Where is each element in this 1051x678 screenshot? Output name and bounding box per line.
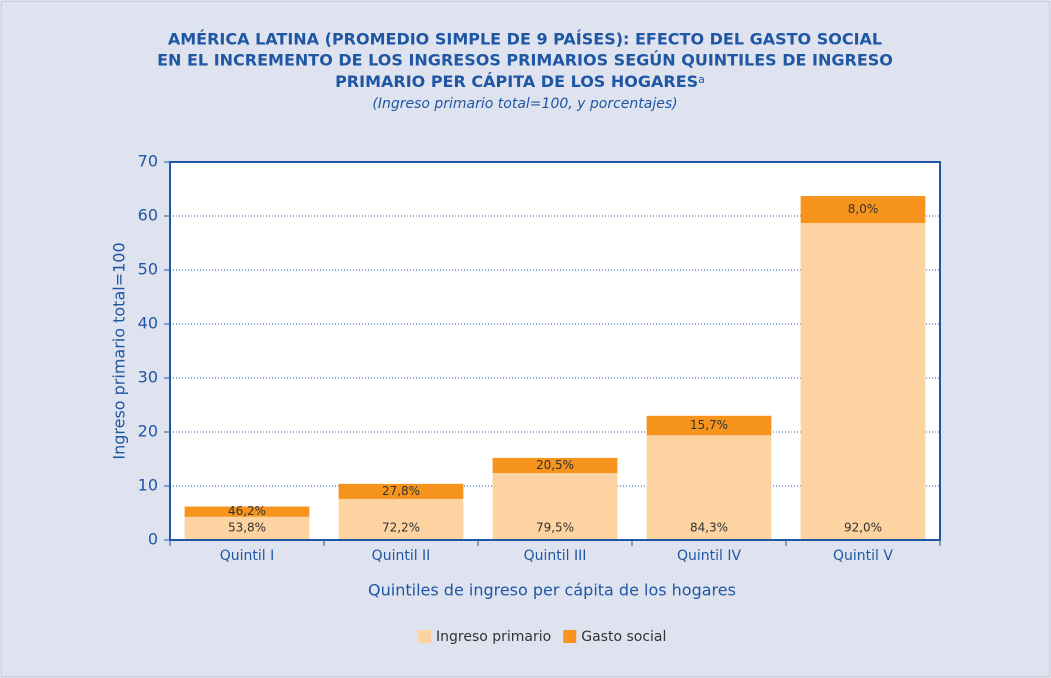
bar-segment bbox=[184, 506, 310, 517]
chart-title: AMÉRICA LATINA (PROMEDIO SIMPLE DE 9 PAÍ… bbox=[168, 30, 882, 49]
y-tick-label: 60 bbox=[138, 206, 158, 225]
y-tick-label: 30 bbox=[138, 368, 158, 387]
value-label: 20,5% bbox=[536, 458, 574, 472]
y-tick-label: 50 bbox=[138, 260, 158, 279]
x-tick-label: Quintil V bbox=[833, 548, 893, 564]
value-label: 72,2% bbox=[382, 521, 420, 535]
bar-segment bbox=[646, 415, 772, 436]
value-label: 53,8% bbox=[228, 521, 266, 535]
plot-frame bbox=[169, 161, 941, 541]
bar-segment bbox=[646, 435, 772, 540]
value-label: 8,0% bbox=[848, 202, 879, 216]
x-axis-label: Quintiles de ingreso per cápita de los h… bbox=[368, 581, 736, 600]
title-note: a bbox=[698, 73, 705, 86]
bar-segment bbox=[800, 223, 926, 540]
value-label: 92,0% bbox=[844, 521, 882, 535]
chart-title: PRIMARIO PER CÁPITA DE LOS HOGARESa bbox=[335, 72, 705, 91]
bar-segment bbox=[338, 498, 464, 540]
y-tick-label: 70 bbox=[138, 152, 158, 171]
legend-label: Gasto social bbox=[581, 629, 666, 645]
value-label: 27,8% bbox=[382, 484, 420, 498]
value-label: 84,3% bbox=[690, 521, 728, 535]
y-tick-label: 20 bbox=[138, 422, 158, 441]
title-line: PRIMARIO PER CÁPITA DE LOS HOGARES bbox=[335, 72, 698, 91]
y-tick-label: 10 bbox=[138, 476, 158, 495]
bar-segment bbox=[800, 196, 926, 224]
legend-swatch bbox=[418, 630, 431, 643]
x-tick-label: Quintil I bbox=[220, 548, 275, 564]
legend-label: Ingreso primario bbox=[436, 629, 551, 645]
subtitle: (Ingreso primario total=100, y porcentaj… bbox=[372, 96, 677, 112]
bar-segment bbox=[492, 457, 618, 474]
x-tick-label: Quintil IV bbox=[677, 548, 742, 564]
y-tick-label: 0 bbox=[148, 530, 158, 549]
value-label: 46,2% bbox=[228, 504, 266, 518]
y-tick-label: 40 bbox=[138, 314, 158, 333]
bar-segment bbox=[338, 483, 464, 499]
legend-swatch bbox=[563, 630, 577, 643]
value-label: 15,7% bbox=[690, 418, 728, 432]
x-tick-label: Quintil II bbox=[372, 548, 431, 564]
x-tick-label: Quintil III bbox=[524, 548, 587, 564]
bar-segment bbox=[492, 473, 618, 540]
chart-title: EN EL INCREMENTO DE LOS INGRESOS PRIMARI… bbox=[157, 51, 893, 70]
y-axis-label: Ingreso primario total=100 bbox=[110, 242, 129, 459]
bar-segment bbox=[184, 516, 310, 540]
value-label: 79,5% bbox=[536, 521, 574, 535]
